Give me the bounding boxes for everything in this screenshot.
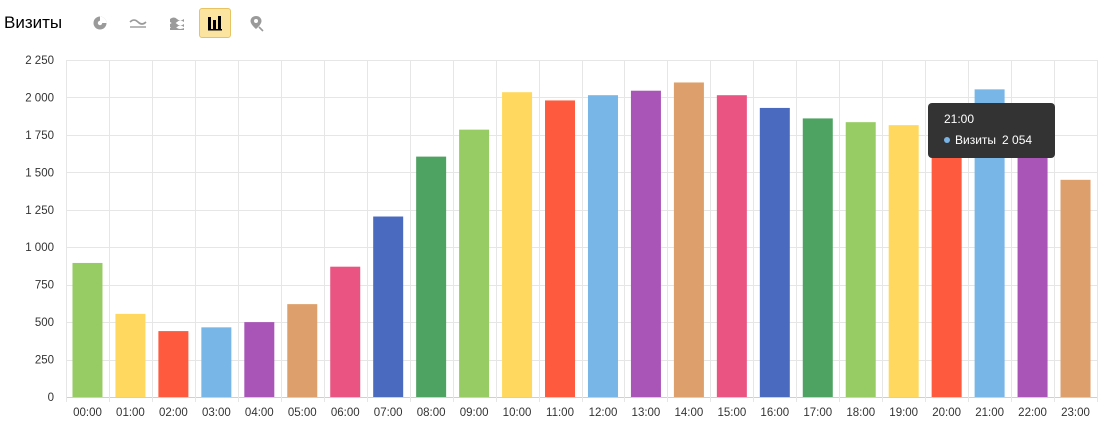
x-tick-label: 07:00 bbox=[374, 407, 403, 419]
bar-0900[interactable] bbox=[459, 129, 490, 397]
x-tick-label: 16:00 bbox=[760, 407, 789, 419]
chart-header: Визиты bbox=[0, 0, 1099, 48]
bar-0400[interactable] bbox=[244, 322, 275, 397]
y-axis-tick-labels: 0 250 500 750 1 000 1 250 1 500 1 750 2 000 2 250 bbox=[25, 55, 54, 404]
bar-1700[interactable] bbox=[802, 118, 833, 397]
bar-1200[interactable] bbox=[587, 95, 618, 397]
y-tick-label: 500 bbox=[35, 317, 54, 329]
tooltip-series-name: Визиты bbox=[955, 133, 997, 147]
chart-grid bbox=[66, 60, 1098, 402]
line-chart-button[interactable] bbox=[122, 8, 154, 38]
x-tick-label: 06:00 bbox=[331, 407, 360, 419]
line-chart-icon bbox=[129, 17, 147, 29]
map-button[interactable] bbox=[240, 8, 272, 38]
tooltip-value: 2 054 bbox=[1002, 133, 1033, 147]
bar-1100[interactable] bbox=[545, 100, 576, 397]
y-tick-label: 750 bbox=[35, 280, 54, 292]
x-tick-label: 22:00 bbox=[1018, 407, 1047, 419]
bar-2200[interactable] bbox=[1017, 132, 1048, 397]
bar-0300[interactable] bbox=[201, 327, 232, 397]
bar-0000[interactable] bbox=[72, 262, 103, 397]
bar-0600[interactable] bbox=[330, 266, 361, 397]
x-tick-label: 23:00 bbox=[1061, 407, 1090, 419]
bar-0100[interactable] bbox=[115, 313, 146, 397]
x-tick-label: 20:00 bbox=[932, 407, 961, 419]
bar-0700[interactable] bbox=[373, 216, 404, 397]
bar-1900[interactable] bbox=[888, 125, 919, 398]
x-tick-label: 21:00 bbox=[975, 407, 1004, 419]
x-tick-label: 14:00 bbox=[675, 407, 704, 419]
bar-2000[interactable] bbox=[931, 134, 962, 397]
bar-chart: 0 250 500 750 1 000 1 250 1 500 1 750 2 000 2 250… bbox=[25, 55, 1098, 419]
bar-chart-icon bbox=[207, 15, 223, 31]
chart-title: Визиты bbox=[4, 13, 63, 32]
chart-bars bbox=[72, 82, 1091, 398]
bar-0500[interactable] bbox=[287, 304, 318, 397]
x-tick-label: 10:00 bbox=[503, 407, 532, 419]
x-tick-label: 00:00 bbox=[73, 407, 102, 419]
pie-chart-icon bbox=[92, 15, 108, 31]
x-tick-label: 11:00 bbox=[546, 407, 574, 419]
x-tick-label: 01:00 bbox=[116, 407, 145, 419]
tooltip-series-dot bbox=[944, 136, 950, 143]
x-tick-label: 15:00 bbox=[717, 407, 746, 419]
y-tick-label: 1 250 bbox=[25, 205, 54, 217]
y-tick-label: 1 000 bbox=[25, 242, 54, 254]
x-tick-label: 03:00 bbox=[202, 407, 231, 419]
x-tick-label: 19:00 bbox=[889, 407, 918, 419]
area-chart-button[interactable] bbox=[161, 8, 193, 38]
bar-1300[interactable] bbox=[630, 90, 661, 398]
pie-chart-button[interactable] bbox=[84, 8, 116, 38]
x-tick-label: 09:00 bbox=[460, 407, 489, 419]
x-tick-label: 05:00 bbox=[288, 407, 317, 419]
y-tick-label: 2 250 bbox=[25, 55, 54, 67]
x-tick-label: 02:00 bbox=[159, 407, 188, 419]
bar-0800[interactable] bbox=[416, 156, 447, 397]
chart-tooltip: 21:00 Визиты 2 054 bbox=[928, 103, 1055, 158]
bar-2300[interactable] bbox=[1060, 179, 1091, 397]
x-axis-tick-labels: 00:00 01:00 02:00 03:00 04:00 05:00 06:00 07:00… bbox=[73, 407, 1090, 419]
bar-1500[interactable] bbox=[716, 95, 747, 397]
y-tick-label: 0 bbox=[48, 392, 54, 404]
x-tick-label: 13:00 bbox=[632, 407, 661, 419]
y-tick-label: 250 bbox=[35, 355, 54, 367]
bar-0200[interactable] bbox=[158, 331, 189, 397]
x-tick-label: 12:00 bbox=[589, 407, 618, 419]
bar-1400[interactable] bbox=[673, 82, 704, 397]
x-tick-label: 04:00 bbox=[245, 407, 274, 419]
y-tick-label: 1 750 bbox=[25, 130, 54, 142]
y-tick-label: 1 500 bbox=[25, 167, 54, 179]
bar-1600[interactable] bbox=[759, 107, 790, 397]
y-tick-label: 2 000 bbox=[25, 92, 54, 104]
tooltip-title: 21:00 bbox=[944, 112, 975, 126]
x-tick-label: 08:00 bbox=[417, 407, 446, 419]
x-tick-label: 17:00 bbox=[803, 407, 832, 419]
area-chart-icon bbox=[169, 15, 185, 31]
bar-1800[interactable] bbox=[845, 122, 876, 397]
map-pin-icon bbox=[248, 15, 264, 32]
x-tick-label: 18:00 bbox=[846, 407, 875, 419]
bar-chart-button[interactable] bbox=[199, 8, 231, 38]
bar-1000[interactable] bbox=[502, 92, 533, 398]
